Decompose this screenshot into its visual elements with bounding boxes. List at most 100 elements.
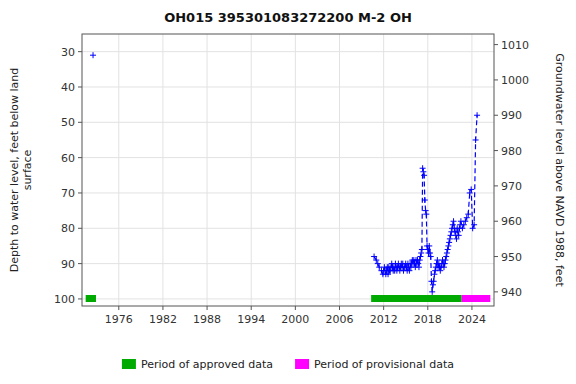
series-marker [430, 282, 436, 288]
x-tick [471, 306, 472, 310]
x-tick-label: 2000 [281, 313, 309, 326]
series-marker [373, 257, 379, 263]
series-marker [446, 239, 452, 245]
x-tick [427, 306, 428, 310]
series-marker [417, 254, 423, 260]
grid-line-x [207, 34, 208, 306]
series-marker [420, 169, 426, 175]
x-tick-label: 2024 [458, 313, 486, 326]
grid-line-x [162, 34, 163, 306]
y-tick [78, 157, 82, 158]
y-tick-label: 100 [54, 293, 75, 306]
x-tick [251, 306, 252, 310]
series-marker [464, 215, 470, 221]
y-tick [78, 86, 82, 87]
series-marker [450, 222, 456, 228]
series-marker [420, 165, 426, 171]
y2-tick [494, 185, 498, 186]
series-marker [406, 268, 412, 274]
y-tick [78, 192, 82, 193]
series-line [374, 115, 477, 292]
x-tick [339, 306, 340, 310]
y-tick [78, 263, 82, 264]
series-marker [465, 211, 471, 217]
title: OH015 395301083272200 M-2 OH [164, 10, 412, 25]
series-marker [443, 254, 449, 260]
grid-line-x [295, 34, 296, 306]
plot-area [86, 52, 491, 302]
y2-tick [494, 44, 498, 45]
series-marker [447, 236, 453, 242]
series-marker [416, 264, 422, 270]
series-marker [459, 225, 465, 231]
y2-axis-title: Groundwater level above NAVD 1988, feet [553, 53, 566, 287]
y-axis-title-line: surface [21, 149, 34, 190]
grid-line-y [82, 192, 494, 193]
grid-line-y [82, 51, 494, 52]
grid-line-x [471, 34, 472, 306]
y2-tick-label: 1000 [501, 74, 529, 87]
series-marker [437, 268, 443, 274]
series-marker [444, 250, 450, 256]
series-marker [429, 289, 435, 295]
series-marker [462, 218, 468, 224]
y2-tick-label: 940 [501, 286, 522, 299]
x-tick-label: 2018 [414, 313, 442, 326]
axes: 1976198219881994200020062012201820243040… [54, 39, 529, 326]
y-tick-label: 60 [61, 152, 75, 165]
x-tick [295, 306, 296, 310]
y2-tick-label: 990 [501, 109, 522, 122]
series-marker [448, 232, 454, 238]
series-marker [471, 222, 477, 228]
y-tick-label: 80 [61, 222, 75, 235]
x-tick [383, 306, 384, 310]
series-marker [427, 250, 433, 256]
legend-label: Period of approved data [141, 358, 273, 371]
legend-item: Period of approved data [122, 358, 273, 371]
y2-tick [494, 221, 498, 222]
series-marker [442, 257, 448, 263]
series-marker [461, 222, 467, 228]
series-marker [451, 218, 457, 224]
series-marker [473, 137, 479, 143]
series-marker [90, 52, 96, 58]
y2-tick-label: 970 [501, 180, 522, 193]
series-marker [456, 232, 462, 238]
y2-tick [494, 256, 498, 257]
x-tick-label: 1988 [193, 313, 221, 326]
series-marker [468, 186, 474, 192]
legend-label: Period of provisional data [314, 358, 454, 371]
y2-tick [494, 291, 498, 292]
x-tick-label: 1976 [105, 313, 133, 326]
series-marker [442, 261, 448, 267]
grid-line-x [251, 34, 252, 306]
series-marker [423, 208, 429, 214]
x-tick [162, 306, 163, 310]
series-marker [432, 268, 438, 274]
series-marker [375, 261, 381, 267]
grid-line-x [118, 34, 119, 306]
y2-tick-label: 980 [501, 145, 522, 158]
grid-line-x [339, 34, 340, 306]
grid-line-y [82, 86, 494, 87]
y2-tick-label: 960 [501, 215, 522, 228]
series-marker [431, 278, 437, 284]
series-marker [418, 250, 424, 256]
y-tick-label: 40 [61, 81, 75, 94]
series-marker [423, 211, 429, 217]
series-marker [467, 190, 473, 196]
grid-line-x [427, 34, 428, 306]
period-bar [462, 295, 491, 302]
y-tick-label: 70 [61, 187, 75, 200]
series-marker [455, 229, 461, 235]
period-bar [371, 295, 461, 302]
series-marker [445, 243, 451, 249]
plot-frame [82, 34, 494, 306]
x-tick [118, 306, 119, 310]
series-marker [441, 264, 447, 270]
x-tick-label: 2012 [370, 313, 398, 326]
background [0, 0, 576, 384]
y-tick [78, 298, 82, 299]
x-tick-label: 2006 [326, 313, 354, 326]
x-tick [207, 306, 208, 310]
